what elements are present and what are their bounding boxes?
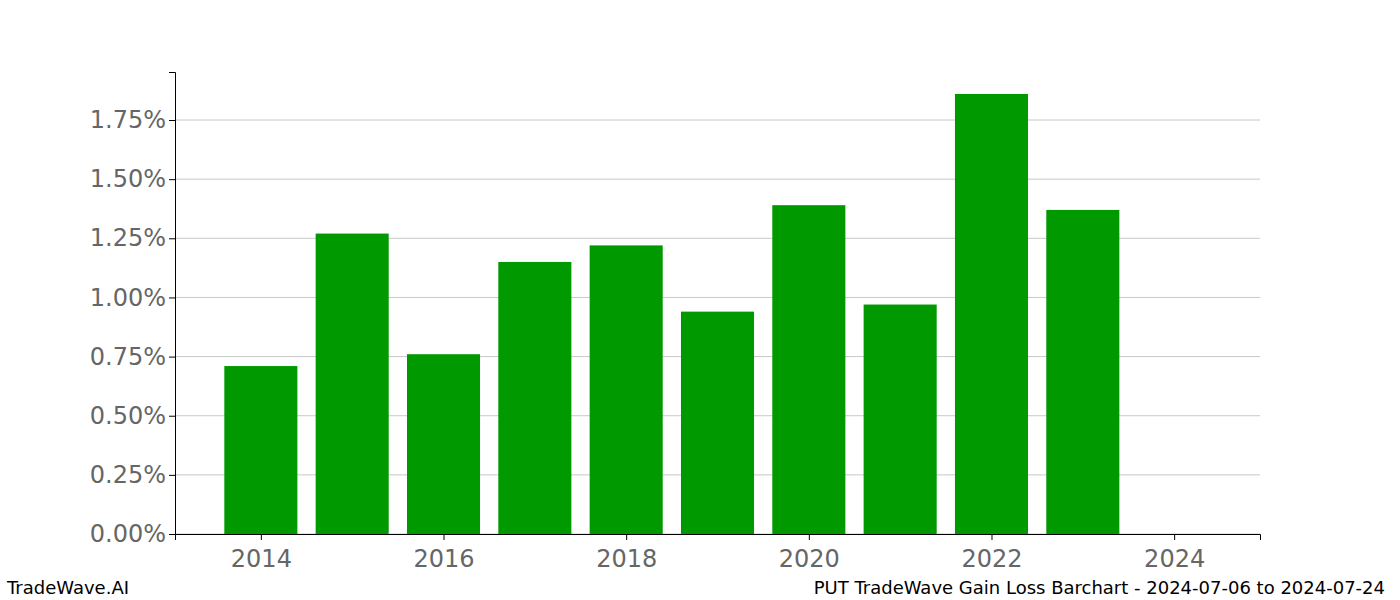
y-tick-label: 0.50% (90, 402, 166, 430)
y-tick-mark (169, 297, 175, 298)
bar (407, 354, 480, 534)
bar (498, 262, 571, 534)
x-tick-mark (1174, 534, 1175, 540)
bar (590, 245, 663, 534)
bar (1046, 210, 1119, 534)
bar (955, 94, 1028, 534)
bar (681, 312, 754, 534)
bar (864, 305, 937, 534)
annotation: PUT TradeWave Gain Loss Barchart - 2024-… (814, 577, 1385, 598)
y-axis: 0.00% 0.25% 0.50% 0.75% 1.00% 1.25% 1.50% 1.75% (90, 73, 176, 549)
y-tick: 1.25% (90, 224, 175, 252)
x-tick: 2024 (1144, 534, 1205, 573)
bar (1138, 534, 1211, 535)
grid (175, 120, 1260, 534)
y-tick-label: 0.25% (90, 461, 166, 489)
y-tick-label: 1.75% (90, 106, 166, 134)
y-tick: 0.75% (90, 343, 175, 371)
y-tick-label: 1.25% (90, 224, 166, 252)
y-tick-mark (169, 357, 175, 358)
y-tick-label: 0.00% (90, 520, 166, 548)
x-tick: 2014 (231, 534, 292, 573)
y-tick-label: 1.00% (90, 284, 166, 312)
x-tick-mark (261, 534, 262, 540)
x-axis: 2014 2016 2018 2020 2022 2024 (176, 534, 1261, 573)
x-tick-mark (809, 534, 810, 540)
y-tick-mark (169, 238, 175, 239)
y-tick-mark (169, 534, 175, 535)
x-axis-line (176, 535, 1261, 541)
y-tick: 0.25% (90, 461, 175, 489)
annotation: TradeWave.AI (6, 577, 129, 598)
grid-line (175, 179, 1260, 180)
x-tick-label: 2014 (231, 545, 292, 573)
bar (224, 366, 297, 534)
bars (224, 94, 1119, 534)
x-tick-label: 2020 (779, 545, 840, 573)
y-tick-mark (169, 120, 175, 121)
y-tick-label: 0.75% (90, 343, 166, 371)
x-tick-label: 2022 (961, 545, 1022, 573)
y-tick: 1.50% (90, 165, 175, 193)
x-tick: 2022 (961, 534, 1022, 573)
grid-line (175, 120, 1260, 121)
y-tick: 0.50% (90, 402, 175, 430)
x-tick-label: 2018 (596, 545, 657, 573)
y-tick: 1.75% (90, 106, 175, 134)
y-tick-label: 1.50% (90, 165, 166, 193)
x-tick-mark (626, 534, 627, 540)
y-tick: 1.00% (90, 284, 175, 312)
x-tick-label: 2024 (1144, 545, 1205, 573)
x-tick: 2020 (779, 534, 840, 573)
y-tick-mark (169, 179, 175, 180)
y-tick-mark (169, 475, 175, 476)
chart: 2014201620182020202220240.00%0.25%0.50%0… (0, 0, 1400, 600)
annotations: TradeWave.AI PUT TradeWave Gain Loss Barc… (6, 577, 1385, 598)
x-tick: 2016 (413, 534, 474, 573)
x-tick: 2018 (596, 534, 657, 573)
bar (772, 205, 845, 534)
y-tick: 0.00% (90, 520, 175, 548)
x-tick-label: 2016 (413, 545, 474, 573)
x-tick-mark (991, 534, 992, 540)
y-tick-mark (169, 416, 175, 417)
y-axis-line (169, 73, 176, 535)
bar (316, 234, 389, 534)
x-tick-mark (444, 534, 445, 540)
